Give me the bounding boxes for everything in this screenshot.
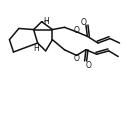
Text: O: O <box>80 18 86 27</box>
Text: H: H <box>33 44 39 53</box>
Text: O: O <box>74 54 79 63</box>
Text: O: O <box>74 26 79 35</box>
Text: H: H <box>43 17 48 26</box>
Text: O: O <box>86 60 92 69</box>
